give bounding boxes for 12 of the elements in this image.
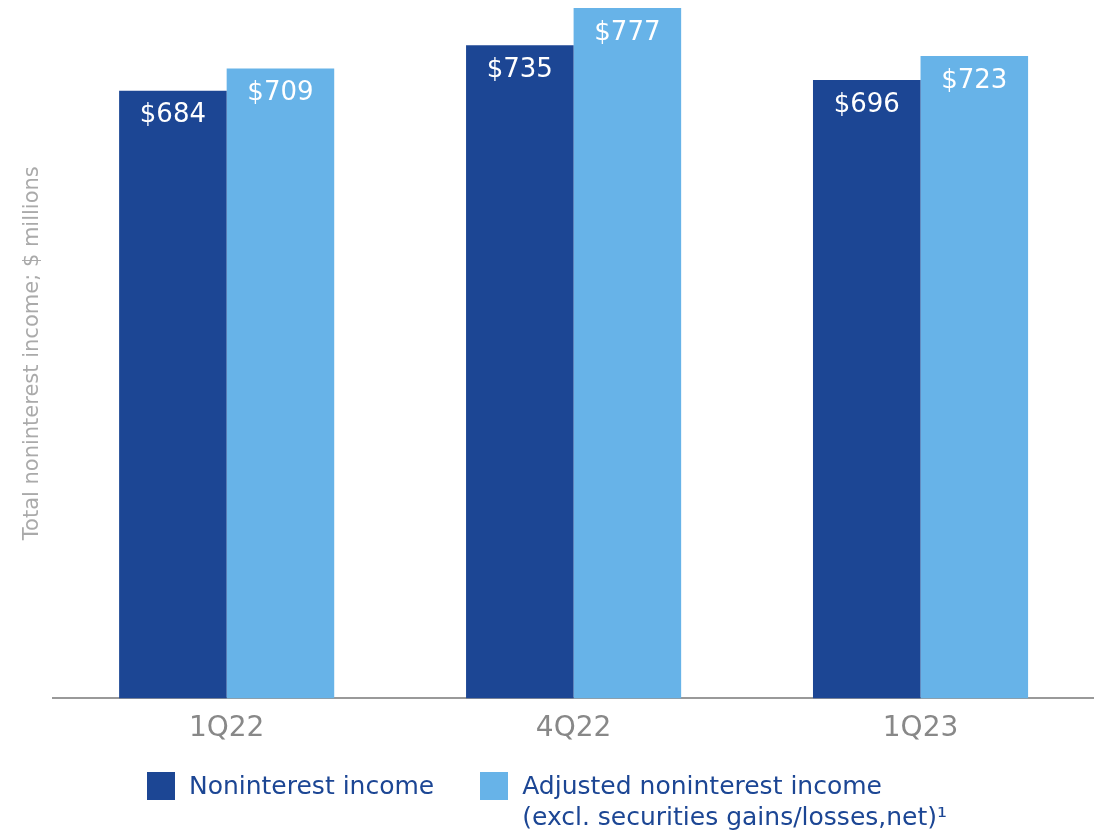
data-label: $723 <box>941 63 1008 94</box>
x-tick-label: 4Q22 <box>535 710 612 744</box>
x-tick-label: 1Q23 <box>882 710 959 744</box>
data-label: $777 <box>594 15 661 46</box>
data-label: $709 <box>247 76 314 107</box>
y-axis-title: Total noninterest income; $ millions <box>19 166 44 542</box>
data-label: $684 <box>139 98 206 129</box>
legend-label: Noninterest income <box>188 770 435 801</box>
data-label: $696 <box>833 87 900 118</box>
data-label: $735 <box>486 53 553 84</box>
x-tick-label: 1Q22 <box>188 710 265 744</box>
legend-label: Adjusted noninterest income (excl. securities gains/losses,net)¹ <box>522 770 948 832</box>
